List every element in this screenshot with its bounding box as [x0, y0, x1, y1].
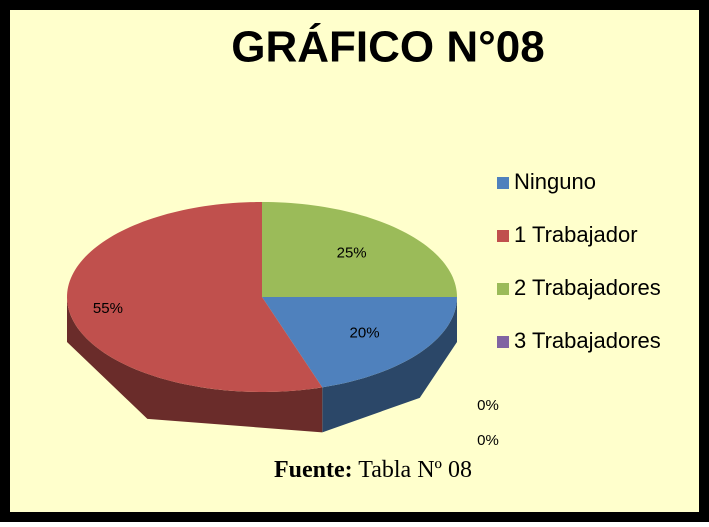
data-label: 25% [337, 244, 367, 261]
slice [262, 202, 457, 297]
legend-swatch [497, 336, 509, 348]
data-label: 55% [93, 300, 123, 317]
chart-title: GRÁFICO N°08 [231, 22, 544, 72]
legend-label: 1 Trabajador [514, 222, 638, 247]
data-label: 0% [477, 397, 499, 414]
legend-label: 3 Trabajadores [514, 328, 661, 353]
legend-label: 2 Trabajadores [514, 275, 661, 300]
slice-side [322, 297, 457, 433]
slice [67, 202, 323, 392]
source-label: Fuente: [274, 457, 353, 483]
legend-label: Ninguno [514, 169, 596, 194]
slice [262, 297, 457, 388]
legend-swatch [497, 283, 509, 295]
legend-swatch [497, 177, 509, 189]
data-label: 0% [477, 432, 499, 449]
data-label: 20% [350, 324, 380, 341]
slice-side [67, 297, 323, 433]
source-text: Tabla Nº 08 [358, 457, 472, 483]
legend-swatch [497, 230, 509, 242]
source-note: Fuente: Tabla Nº 08 [274, 457, 472, 483]
